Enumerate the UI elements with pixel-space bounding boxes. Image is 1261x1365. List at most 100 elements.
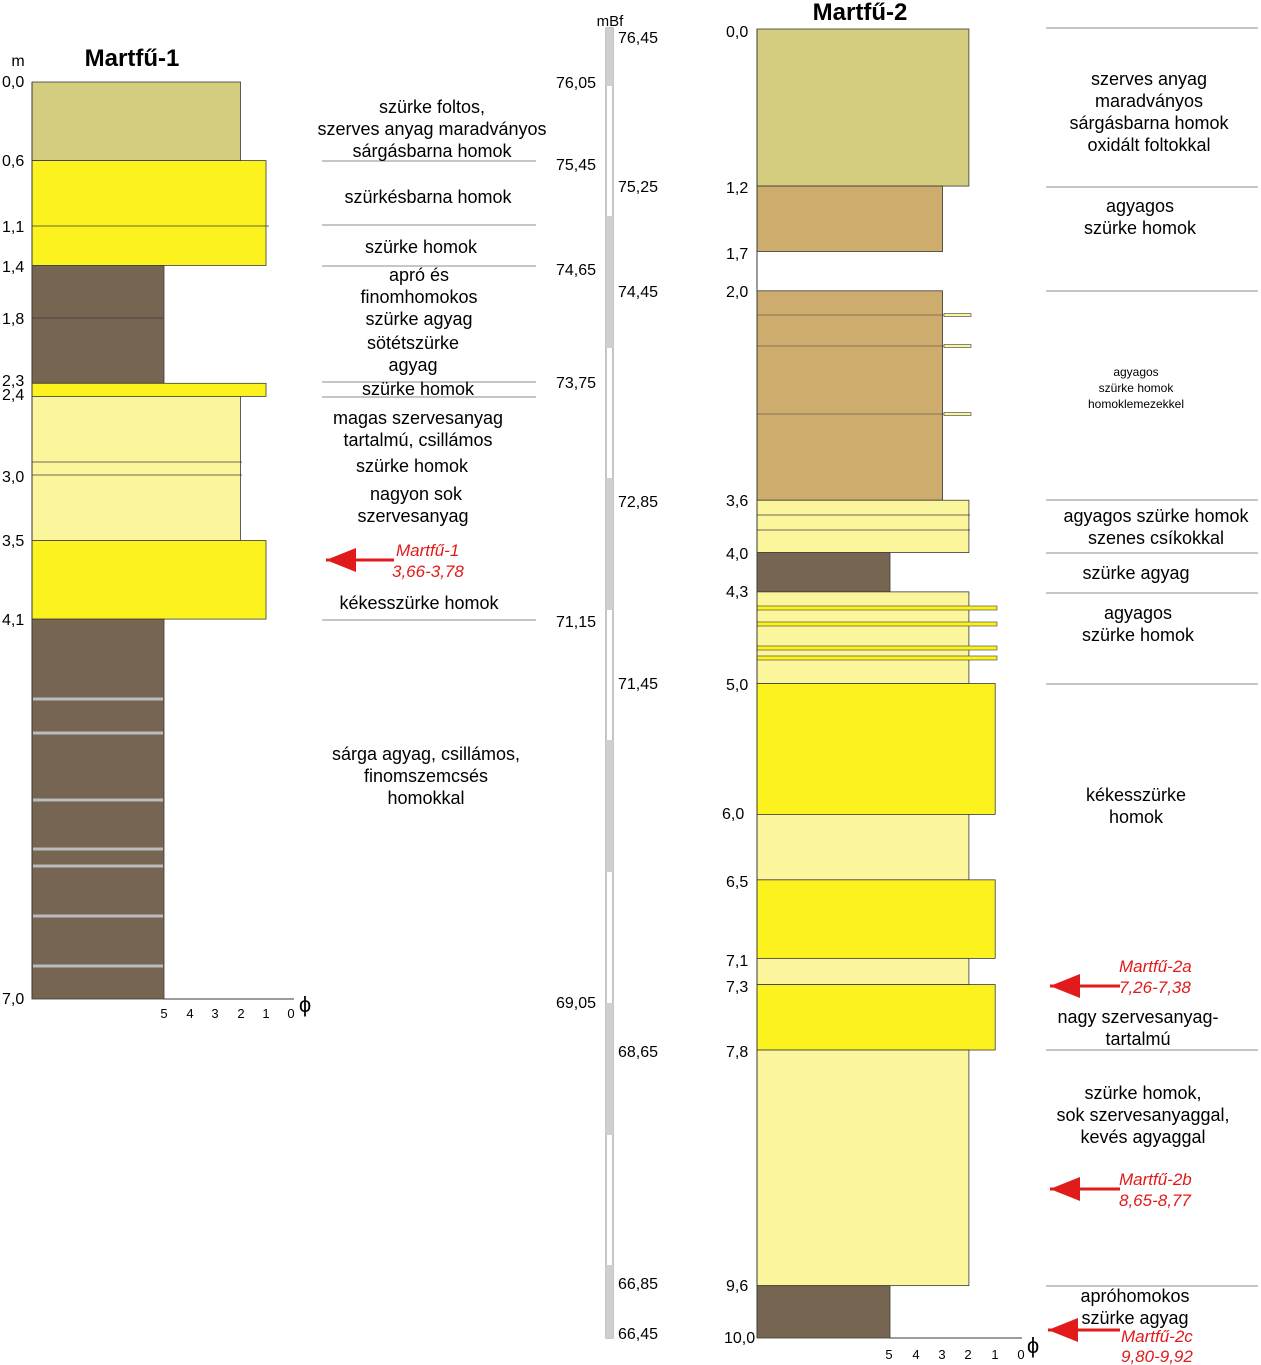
depth-label: 0,0	[2, 74, 24, 91]
layer-description: agyag	[388, 355, 437, 375]
phi-tick: 4	[912, 1347, 919, 1362]
elevation-label: 75,45	[556, 157, 596, 174]
layer-description: tartalmú	[1105, 1029, 1170, 1049]
layer-description: sárgásbarna homok	[1069, 113, 1229, 133]
layer-description: szürke agyag	[1081, 1308, 1188, 1328]
depth-label: 1,2	[726, 180, 748, 197]
layer-description: szürkésbarna homok	[344, 187, 512, 207]
lithology-layer	[31, 618, 165, 1000]
sand-lamina	[756, 655, 998, 661]
layer-description: tartalmú, csillámos	[343, 430, 492, 450]
depth-label: 1,8	[2, 311, 24, 328]
elevation-label: 69,05	[556, 995, 596, 1012]
lithology-layer	[756, 683, 996, 815]
depth-label: 3,6	[726, 493, 748, 510]
layer-description: sárga agyag, csillámos,	[332, 744, 520, 764]
elevation-ruler: mBf 76,45 76,05 75,45 75,25 74,65 74,45 …	[556, 13, 658, 1343]
sample-name: Martfű-2b	[1119, 1170, 1192, 1189]
depth-label: 4,3	[726, 584, 748, 601]
depth-label: 3,5	[2, 533, 24, 550]
lithology-layer	[756, 290, 944, 501]
lithology-layer	[756, 957, 970, 985]
lithology-layer	[756, 814, 970, 881]
martfu1-depth-labels: 0,0 0,6 1,1 1,4 1,8 2,3 2,4 3,0 3,5 4,1 …	[2, 74, 24, 1008]
martfu1-title: Martfű-1	[85, 45, 180, 72]
elevation-label: 73,75	[556, 375, 596, 392]
layer-description: nagyon sok	[370, 484, 463, 504]
layer-description: agyagos	[1106, 196, 1174, 216]
phi-tick: 1	[262, 1006, 269, 1021]
lithology-layer	[31, 382, 267, 397]
lithology-layer	[756, 1049, 970, 1287]
depth-label: 7,3	[726, 979, 748, 996]
elevation-label: 75,25	[618, 179, 658, 196]
depth-label: 9,6	[726, 1278, 748, 1295]
depth-label: 10,0	[724, 1330, 755, 1347]
layer-description: agyagos	[1113, 365, 1158, 379]
layer-description: homok	[1109, 807, 1164, 827]
sample-name: Martfű-1	[396, 541, 459, 560]
layer-description: szenes csíkokkal	[1088, 528, 1224, 548]
ruler-band	[606, 216, 613, 348]
depth-label: 4,1	[2, 612, 24, 629]
sand-lamina	[756, 645, 998, 651]
layer-description: kevés agyaggal	[1080, 1127, 1205, 1147]
layer-description: homoklemezekkel	[1088, 397, 1184, 411]
elevation-label: 71,45	[618, 676, 658, 693]
lithology-layer	[756, 591, 970, 684]
layer-description: szürke foltos,	[379, 97, 485, 117]
martfu2-title: Martfű-2	[813, 0, 908, 26]
martfu1-phi-scale: 5 4 3 2 1 0 ϕ	[160, 992, 311, 1021]
phi-tick: 3	[211, 1006, 218, 1021]
elevation-label: 74,65	[556, 262, 596, 279]
layer-description: szürke homok	[1084, 218, 1197, 238]
lithology-layer	[756, 185, 944, 252]
lithology-layer	[31, 540, 267, 620]
layer-description: szürke homok	[1082, 625, 1195, 645]
phi-tick: 1	[991, 1347, 998, 1362]
sand-lamina	[756, 621, 998, 627]
ruler-band	[606, 740, 613, 872]
depth-label: 1,1	[2, 219, 24, 236]
martfu1-descriptions: szürke foltos, szerves anyag maradványos…	[317, 97, 546, 808]
lithology-layer	[31, 160, 267, 266]
lithology-layer	[756, 879, 996, 959]
layer-description: finomszemcsés	[364, 766, 488, 786]
phi-tick: 5	[885, 1347, 892, 1362]
elevation-label: 72,85	[618, 494, 658, 511]
ruler-band	[606, 478, 613, 610]
layer-description: szürke homok	[356, 456, 469, 476]
depth-label: 5,0	[726, 677, 748, 694]
layer-description: homokkal	[387, 788, 464, 808]
layer-description: sötétszürke	[367, 333, 459, 353]
elevation-label: 68,65	[618, 1044, 658, 1061]
depth-label: 1,7	[726, 246, 748, 263]
layer-description: szürke agyag	[365, 309, 472, 329]
layer-description: nagy szervesanyag-	[1057, 1007, 1218, 1027]
martfu2-sample-markers: Martfű-2a 7,26-7,38 Martfű-2b 8,65-8,77 …	[1048, 957, 1193, 1365]
sand-lamina	[943, 412, 972, 416]
martfu2-depth-labels: 0,0 1,2 1,7 2,0 3,6 4,0 4,3 5,0 6,0 6,5 …	[722, 24, 755, 1347]
lithology-layer	[756, 28, 970, 187]
layer-description: apróhomokos	[1080, 1286, 1189, 1306]
depth-label: 1,4	[2, 259, 24, 276]
depth-label: 6,0	[722, 806, 744, 823]
layer-description: oxidált foltokkal	[1087, 135, 1210, 155]
depth-label: 3,0	[2, 469, 24, 486]
elevation-label: 76,45	[618, 30, 658, 47]
sample-range: 7,26-7,38	[1119, 978, 1191, 997]
elevation-label: 71,15	[556, 614, 596, 631]
sand-lamina	[756, 605, 998, 611]
martfu1-separators	[322, 160, 536, 621]
ruler-band	[606, 1265, 613, 1338]
depth-label: 6,5	[726, 874, 748, 891]
layer-description: szürke homok	[365, 237, 478, 257]
layer-description: szerves anyag maradványos	[317, 119, 546, 139]
sample-range: 3,66-3,78	[392, 562, 464, 581]
sample-range: 9,80-9,92	[1121, 1347, 1193, 1365]
martfu2-descriptions: szerves anyag maradványos sárgásbarna ho…	[1056, 69, 1249, 1328]
phi-symbol: ϕ	[1027, 1333, 1039, 1358]
layer-description: szerves anyag	[1091, 69, 1207, 89]
lithology-layer	[31, 395, 241, 541]
